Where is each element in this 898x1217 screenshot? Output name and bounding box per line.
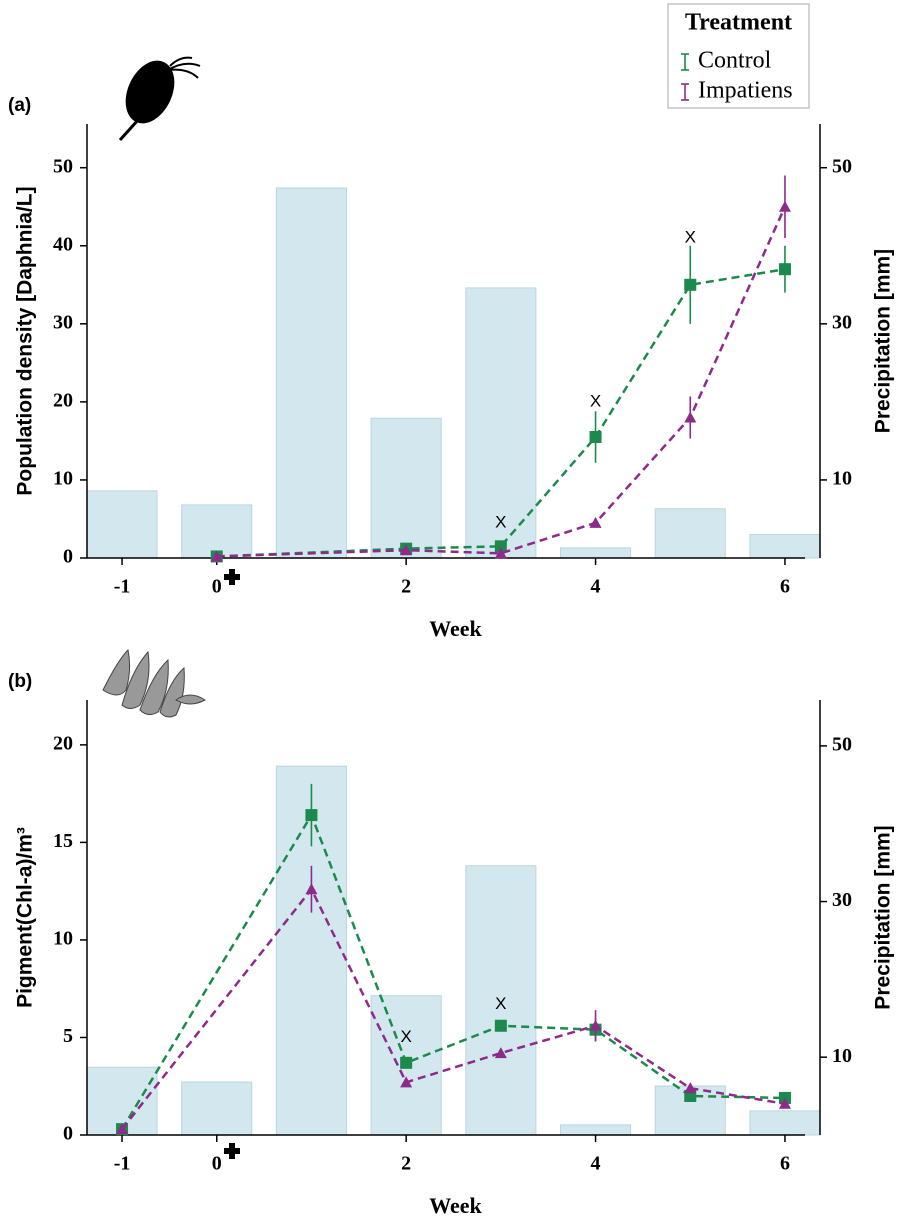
marker: [684, 411, 697, 423]
precipitation-bar: [749, 1110, 821, 1136]
marker: [400, 544, 413, 556]
y-tick-label: 50: [53, 155, 73, 177]
y2-tick-label: 10: [832, 468, 852, 490]
y-tick-label: 5: [63, 1025, 73, 1047]
marker: [494, 547, 507, 559]
y-tick-label: 40: [53, 233, 73, 255]
x-axis-title: Week: [429, 616, 482, 641]
marker: [778, 1097, 791, 1109]
precipitation-bar: [560, 1124, 632, 1136]
y2-tick-label: 30: [832, 311, 852, 333]
precipitation-bar: [749, 534, 821, 559]
y-tick-label: 10: [53, 928, 73, 950]
marker: [778, 200, 791, 212]
y-axis-title: Population density [Daphnia/L]: [14, 186, 37, 495]
significance-mark: X: [495, 994, 506, 1013]
x-tick-label: 4: [591, 576, 601, 598]
panel-label: (b): [8, 671, 32, 692]
y-tick-label: 30: [53, 311, 73, 333]
y2-tick-label: 50: [832, 155, 852, 177]
marker: [494, 540, 507, 553]
precipitation-bar: [181, 504, 253, 559]
precipitation-bar: [181, 1081, 253, 1136]
x-tick-label: -1: [114, 576, 131, 598]
x-tick-label: 0: [212, 576, 222, 598]
marker: [305, 809, 318, 822]
y2-tick-label: 50: [832, 734, 852, 756]
start-marker: [224, 569, 240, 585]
y2-tick-label: 10: [832, 1045, 852, 1067]
x-tick-label: 0: [212, 1153, 222, 1175]
x-axis-title: Week: [429, 1193, 482, 1217]
precipitation-bar: [654, 508, 726, 559]
marker: [210, 550, 223, 562]
start-marker: [224, 1143, 240, 1159]
marker: [494, 1019, 507, 1032]
precipitation-bar: [370, 417, 442, 559]
marker: [400, 1056, 413, 1069]
marker: [400, 1076, 413, 1088]
y2-axis-title: Precipitation [mm]: [872, 249, 895, 433]
marker: [684, 278, 697, 291]
legend-label: Control: [698, 48, 772, 74]
marker: [589, 516, 602, 528]
x-tick-label: 6: [780, 576, 790, 598]
series-line: [216, 206, 787, 558]
y2-tick-label: 30: [832, 889, 852, 911]
daphnia-icon: [118, 56, 201, 142]
panel-label: (a): [8, 95, 31, 116]
y-tick-label: 0: [63, 546, 73, 568]
significance-mark: X: [400, 1027, 411, 1046]
marker: [684, 1082, 697, 1094]
marker: [589, 1019, 602, 1031]
marker: [778, 263, 791, 276]
significance-mark: X: [495, 512, 506, 531]
y-tick-label: 0: [63, 1123, 73, 1145]
marker: [116, 1123, 129, 1135]
algae-icon: [102, 648, 206, 718]
significance-mark: X: [590, 391, 601, 410]
significance-mark: X: [685, 227, 696, 246]
series-line: [216, 267, 786, 558]
x-tick-label: 2: [401, 576, 411, 598]
precipitation-bar: [560, 547, 632, 559]
y-axis-title: Pigment(Chl-a)/m³: [14, 827, 37, 1008]
legend-title: Treatment: [685, 10, 792, 36]
y-tick-label: 10: [53, 468, 73, 490]
x-tick-label: 6: [780, 1153, 790, 1175]
y-tick-label: 20: [53, 389, 73, 411]
legend-label: Impatiens: [698, 78, 793, 104]
marker: [494, 1047, 507, 1059]
precipitation-bar: [275, 187, 347, 559]
marker: [305, 883, 318, 895]
x-tick-label: 4: [591, 1153, 601, 1175]
y-tick-label: 15: [53, 830, 73, 852]
x-tick-label: 2: [401, 1153, 411, 1175]
precipitation-bar: [465, 287, 537, 559]
marker: [589, 431, 602, 444]
legend-box: [667, 3, 810, 109]
x-tick-label: -1: [114, 1153, 131, 1175]
y-tick-label: 20: [53, 732, 73, 754]
precipitation-bar: [86, 490, 158, 559]
precipitation-bar: [465, 865, 537, 1136]
y2-axis-title: Precipitation [mm]: [872, 825, 895, 1009]
